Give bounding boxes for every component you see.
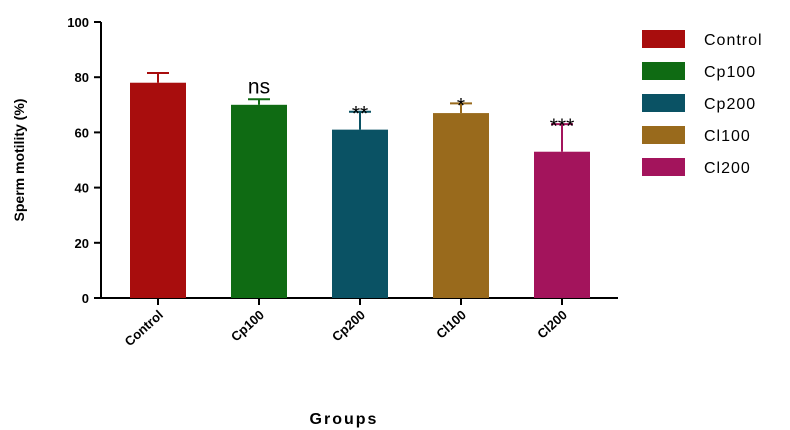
significance-label: ** xyxy=(352,103,368,126)
legend-label: Cp200 xyxy=(704,96,756,113)
bars: Control Cp100 ns Cp200 ** Cl100 * Cl200 *** xyxy=(122,72,590,349)
legend-swatch xyxy=(642,94,685,112)
y-tick-label: 40 xyxy=(75,181,89,196)
y-tick-label: 0 xyxy=(82,291,89,306)
legend-swatch xyxy=(642,62,685,80)
x-tick-label: Cp200 xyxy=(329,307,368,344)
x-tick-label: Cp100 xyxy=(228,307,267,344)
legend: Control Cp100 Cp200 Cl100 Cl200 xyxy=(642,30,763,177)
y-axis-label: Sperm motility (%) xyxy=(11,99,27,222)
bar-control xyxy=(130,82,186,298)
legend-label: Cl100 xyxy=(704,128,751,145)
legend-swatch xyxy=(642,158,685,176)
bar-cp100 xyxy=(231,104,287,298)
significance-label: * xyxy=(457,94,465,117)
legend-swatch xyxy=(642,126,685,144)
bar-cp200 xyxy=(332,129,388,298)
legend-label: Cp100 xyxy=(704,64,756,81)
significance-label: *** xyxy=(550,115,575,138)
bar-cl100 xyxy=(433,113,489,298)
bar-cl200 xyxy=(534,151,590,298)
x-tick-label: Cl100 xyxy=(433,307,469,341)
y-tick-label: 80 xyxy=(75,70,89,85)
x-tick-label: Cl200 xyxy=(534,307,570,341)
y-tick-label: 100 xyxy=(67,15,89,30)
legend-label: Control xyxy=(704,32,763,49)
y-axis: 0 20 40 60 80 100 xyxy=(67,15,102,306)
x-tick-label: Control xyxy=(122,307,166,349)
legend-swatch xyxy=(642,30,685,48)
y-tick-label: 20 xyxy=(75,236,89,251)
legend-label: Cl200 xyxy=(704,160,751,177)
x-axis-label: Groups xyxy=(310,411,379,428)
y-tick-label: 60 xyxy=(75,125,89,140)
significance-label: ns xyxy=(248,75,270,98)
